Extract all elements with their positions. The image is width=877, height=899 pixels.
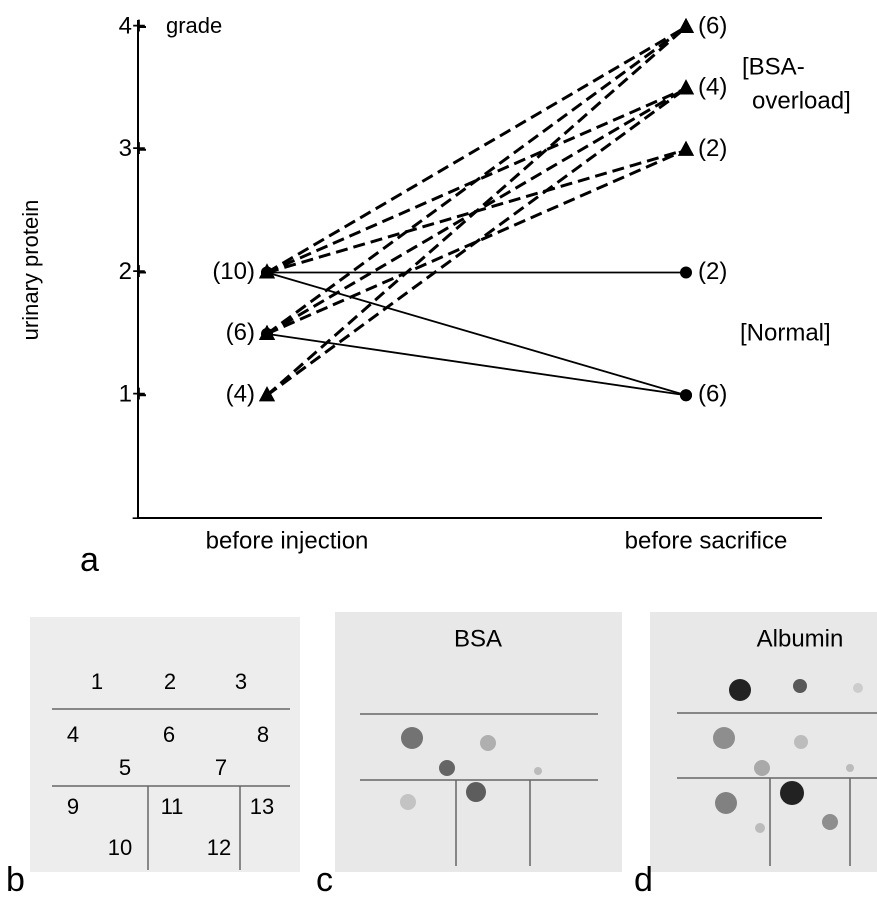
- marker: [678, 141, 694, 156]
- well-number: 13: [250, 794, 274, 819]
- y-tick-label: 1+: [119, 381, 146, 408]
- count-label: (4): [226, 381, 255, 408]
- count-label: (10): [212, 258, 255, 285]
- series-line: [267, 334, 686, 395]
- count-label: (2): [698, 135, 727, 162]
- well-number: 10: [108, 835, 132, 860]
- panel-label: a: [80, 541, 99, 579]
- group-label: [Normal]: [740, 319, 831, 346]
- y-axis-label: urinary protein: [18, 200, 43, 341]
- well-number: 6: [163, 722, 175, 747]
- well-number: 11: [161, 794, 184, 819]
- y-tick-label: 2+: [119, 258, 146, 285]
- series-line: [267, 88, 686, 395]
- x-tick-label: before sacrifice: [625, 527, 788, 554]
- count-label: (6): [698, 12, 727, 39]
- well-number: 7: [215, 755, 227, 780]
- marker: [680, 267, 692, 279]
- well-number: 3: [235, 669, 247, 694]
- marker: [678, 79, 694, 94]
- well-number: 1: [91, 669, 103, 694]
- y-tick-label: –: [133, 503, 147, 530]
- group-label: overload]: [752, 87, 851, 114]
- well-number: 2: [164, 669, 176, 694]
- x-tick-label: before injection: [206, 527, 369, 554]
- panel-label: d: [634, 861, 653, 899]
- well-number: 8: [257, 722, 269, 747]
- y-tick-label: 3+: [119, 135, 146, 162]
- y-tick-label: 4+: [119, 12, 146, 39]
- well-number: 5: [119, 755, 131, 780]
- marker: [680, 389, 692, 401]
- count-label: (2): [698, 258, 727, 285]
- series-line: [267, 27, 686, 395]
- blot-title: BSA: [454, 625, 502, 652]
- series-line: [267, 27, 686, 273]
- marker: [261, 267, 273, 279]
- y-unit-label: grade: [166, 13, 222, 38]
- well-number: 9: [67, 794, 79, 819]
- series-line: [267, 273, 686, 396]
- well-number: 12: [207, 835, 231, 860]
- marker: [678, 18, 694, 33]
- count-label: (4): [698, 74, 727, 101]
- panel-label: c: [316, 861, 333, 899]
- count-label: (6): [226, 319, 255, 346]
- blot-title: Albumin: [757, 625, 844, 652]
- group-label: [BSA-: [742, 53, 805, 80]
- panel-label: b: [6, 861, 25, 899]
- series-line: [267, 27, 686, 334]
- figure: grade urinary protein a [BSA- overload] …: [0, 0, 877, 899]
- count-label: (6): [698, 381, 727, 408]
- marker: [261, 328, 273, 340]
- well-number: 4: [67, 722, 79, 747]
